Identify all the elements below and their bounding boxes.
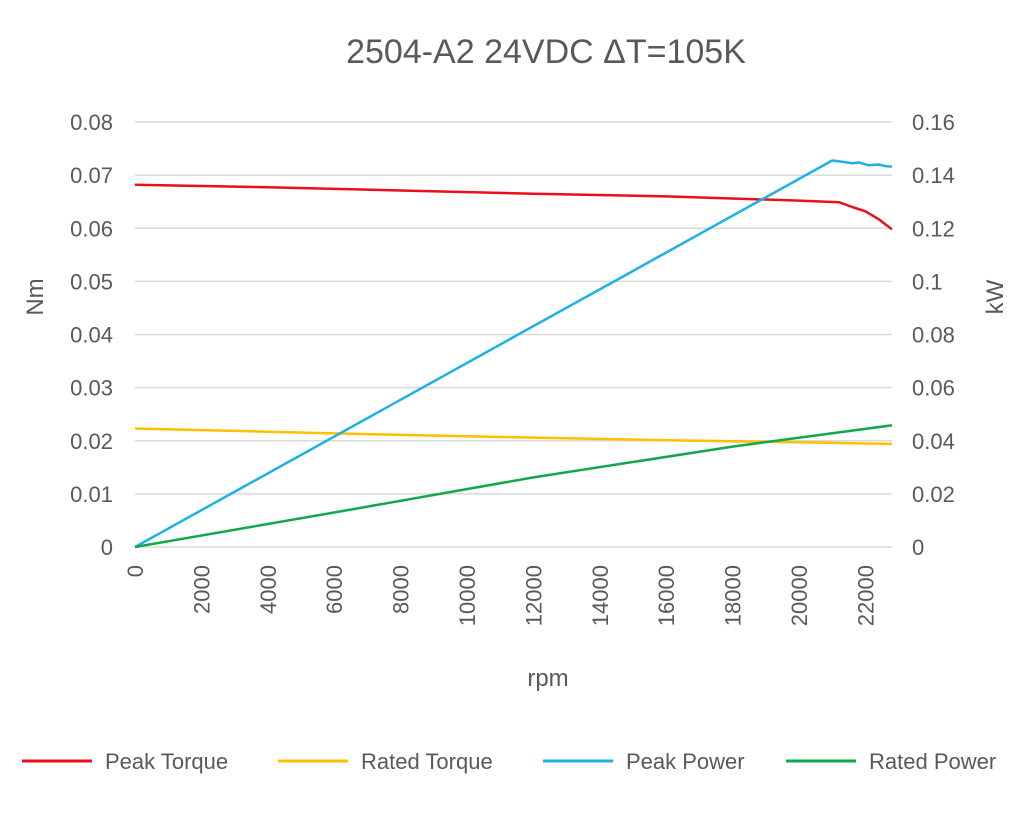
left-tick-label: 0.05	[70, 269, 113, 294]
x-tick-label: 22000	[853, 565, 878, 626]
left-axis-title: Nm	[22, 278, 49, 315]
series-line-rated-torque	[134, 427, 893, 446]
right-tick-label: 0.16	[912, 110, 955, 135]
left-tick-label: 0.06	[70, 216, 113, 241]
right-tick-label: 0.06	[912, 376, 955, 401]
left-tick-label: 0.03	[70, 376, 113, 401]
right-tick-label: 0.14	[912, 163, 955, 188]
x-tick-label: 14000	[588, 565, 613, 626]
right-tick-label: 0.02	[912, 482, 955, 507]
right-tick-label: 0.1	[912, 269, 943, 294]
right-axis-ticks: 0 0.02 0.04 0.06 0.08 0.1 0.12 0.14 0.16	[912, 110, 955, 560]
left-tick-label: 0.02	[70, 429, 113, 454]
x-tick-label: 0	[123, 565, 148, 577]
x-tick-label: 12000	[521, 565, 546, 626]
x-tick-label: 20000	[787, 565, 812, 626]
x-tick-label: 16000	[654, 565, 679, 626]
left-tick-label: 0.04	[70, 323, 113, 348]
x-tick-label: 8000	[389, 565, 414, 614]
chart-title: 2504-A2 24VDC ΔT=105K	[346, 33, 746, 71]
right-axis-title: kW	[982, 279, 1009, 314]
gridlines	[135, 121, 892, 548]
series-line-rated-power	[134, 424, 893, 549]
x-tick-label: 2000	[189, 565, 214, 614]
series-line-peak-power	[134, 159, 893, 549]
legend-label-rated-power: Rated Power	[869, 749, 996, 774]
right-tick-label: 0	[912, 535, 924, 560]
x-tick-label: 6000	[322, 565, 347, 614]
x-axis-title: rpm	[527, 665, 568, 692]
right-tick-label: 0.08	[912, 323, 955, 348]
series-lines	[134, 159, 893, 549]
x-tick-label: 18000	[721, 565, 746, 626]
legend: Peak Torque Rated Torque Peak Power Rated P…	[22, 749, 996, 774]
left-tick-label: 0.07	[70, 163, 113, 188]
right-tick-label: 0.12	[912, 216, 955, 241]
x-tick-label: 10000	[455, 565, 480, 626]
legend-label-peak-torque: Peak Torque	[105, 749, 228, 774]
left-tick-label: 0.01	[70, 482, 113, 507]
left-tick-label: 0.08	[70, 110, 113, 135]
legend-label-rated-torque: Rated Torque	[361, 749, 493, 774]
x-tick-label: 4000	[256, 565, 281, 614]
series-line-peak-torque	[134, 183, 893, 231]
left-axis-ticks: 0 0.01 0.02 0.03 0.04 0.05 0.06 0.07 0.08	[70, 110, 113, 560]
left-tick-label: 0	[101, 535, 113, 560]
x-axis-ticks: 0 2000 4000 6000 8000 10000 12000 14000 16000 180…	[123, 565, 878, 626]
right-tick-label: 0.04	[912, 429, 955, 454]
legend-label-peak-power: Peak Power	[626, 749, 745, 774]
